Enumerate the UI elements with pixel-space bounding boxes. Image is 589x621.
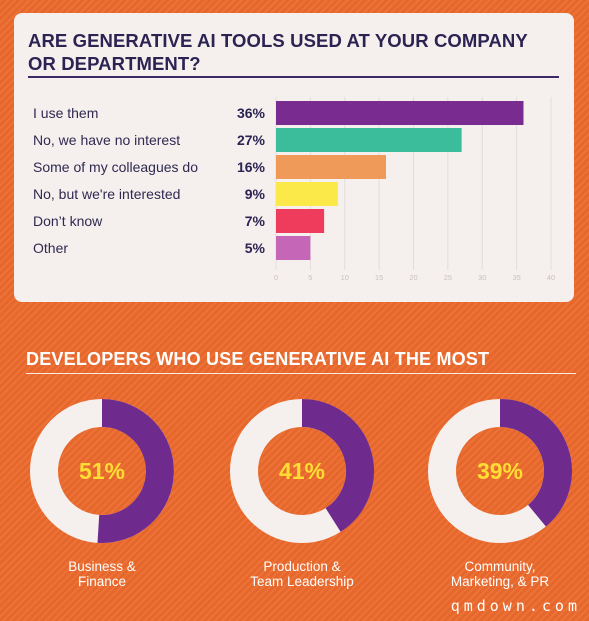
bar-x-tick-label: 35 — [512, 273, 520, 282]
bar-chart: I use them 36% No, we have no interest 27% S… — [33, 97, 555, 282]
card-title: ARE GENERATIVE AI TOOLS USED AT YOUR COM… — [28, 30, 528, 74]
donut-value-label: 39% — [476, 458, 524, 484]
bar-value-label: 36% — [237, 105, 266, 121]
bar-x-tick-label: 30 — [478, 273, 486, 282]
watermark-text: qmdown.com — [450, 597, 581, 615]
bar-value-label: 27% — [237, 132, 266, 148]
donut-chart-business-finance: 51% — [27, 396, 177, 546]
bar-x-tick-label: 15 — [375, 273, 383, 282]
bar-x-tick-label: 20 — [409, 273, 417, 282]
donut-ring — [230, 399, 374, 543]
donut-category-line: Production & — [263, 559, 341, 574]
donut-value-label: 41% — [278, 458, 326, 484]
bar-x-tick-label: 5 — [308, 273, 312, 282]
bar-category-label: Don’t know — [33, 213, 103, 229]
bar-x-tick-label: 0 — [274, 273, 278, 282]
bar-value-label: 9% — [245, 186, 266, 202]
bar-value-label: 7% — [245, 213, 266, 229]
donut-chart-production-team-leadership: 41% — [227, 396, 377, 546]
card-title-rule — [28, 76, 559, 78]
donut-chart-community-marketing-pr: 39% — [425, 396, 575, 546]
bar — [276, 128, 462, 152]
donut-category-line: Finance — [77, 574, 127, 589]
donut-category-line: Business & — [68, 559, 136, 574]
bar-category-label: I use them — [33, 105, 98, 121]
donut-slice — [97, 399, 174, 543]
donut-category-line: Community, — [464, 559, 536, 574]
bar-x-tick-label: 40 — [547, 273, 555, 282]
bar-x-tick-label: 10 — [341, 273, 349, 282]
donut-category-label: Community, Marketing, & PR — [415, 559, 585, 589]
bar-category-label: Some of my colleagues do — [33, 159, 198, 175]
bar-chart-x-ticks: 0 5 10 15 20 25 30 35 40 — [274, 273, 555, 282]
bar-value-label: 16% — [237, 159, 266, 175]
bar — [276, 101, 524, 125]
survey-card: ARE GENERATIVE AI TOOLS USED AT YOUR COM… — [14, 13, 574, 302]
bar-category-label: Other — [33, 240, 68, 256]
donut-category-line: Marketing, & PR — [450, 574, 550, 589]
bar-x-tick-label: 25 — [444, 273, 452, 282]
bar-chart-rows: I use them 36% No, we have no interest 27% S… — [33, 101, 524, 260]
donut-slice — [499, 399, 572, 527]
donut-ring — [428, 399, 572, 543]
donut-value-label: 51% — [78, 458, 126, 484]
bar-category-label: No, we have no interest — [33, 132, 180, 148]
bar — [276, 236, 311, 260]
section-title: DEVELOPERS WHO USE GENERATIVE AI THE MOS… — [26, 349, 490, 369]
bar — [276, 155, 386, 179]
donut-category-label: Production & Team Leadership — [217, 559, 387, 589]
donut-ring — [30, 399, 174, 543]
donut-category-line: Team Leadership — [250, 574, 354, 589]
bar-value-label: 5% — [245, 240, 266, 256]
bar — [276, 209, 325, 233]
bar-category-label: No, but we're interested — [33, 186, 180, 202]
bar — [276, 182, 338, 206]
donut-slice — [301, 399, 374, 532]
donut-category-label: Business & Finance — [17, 559, 187, 589]
section-title-rule — [26, 373, 576, 374]
